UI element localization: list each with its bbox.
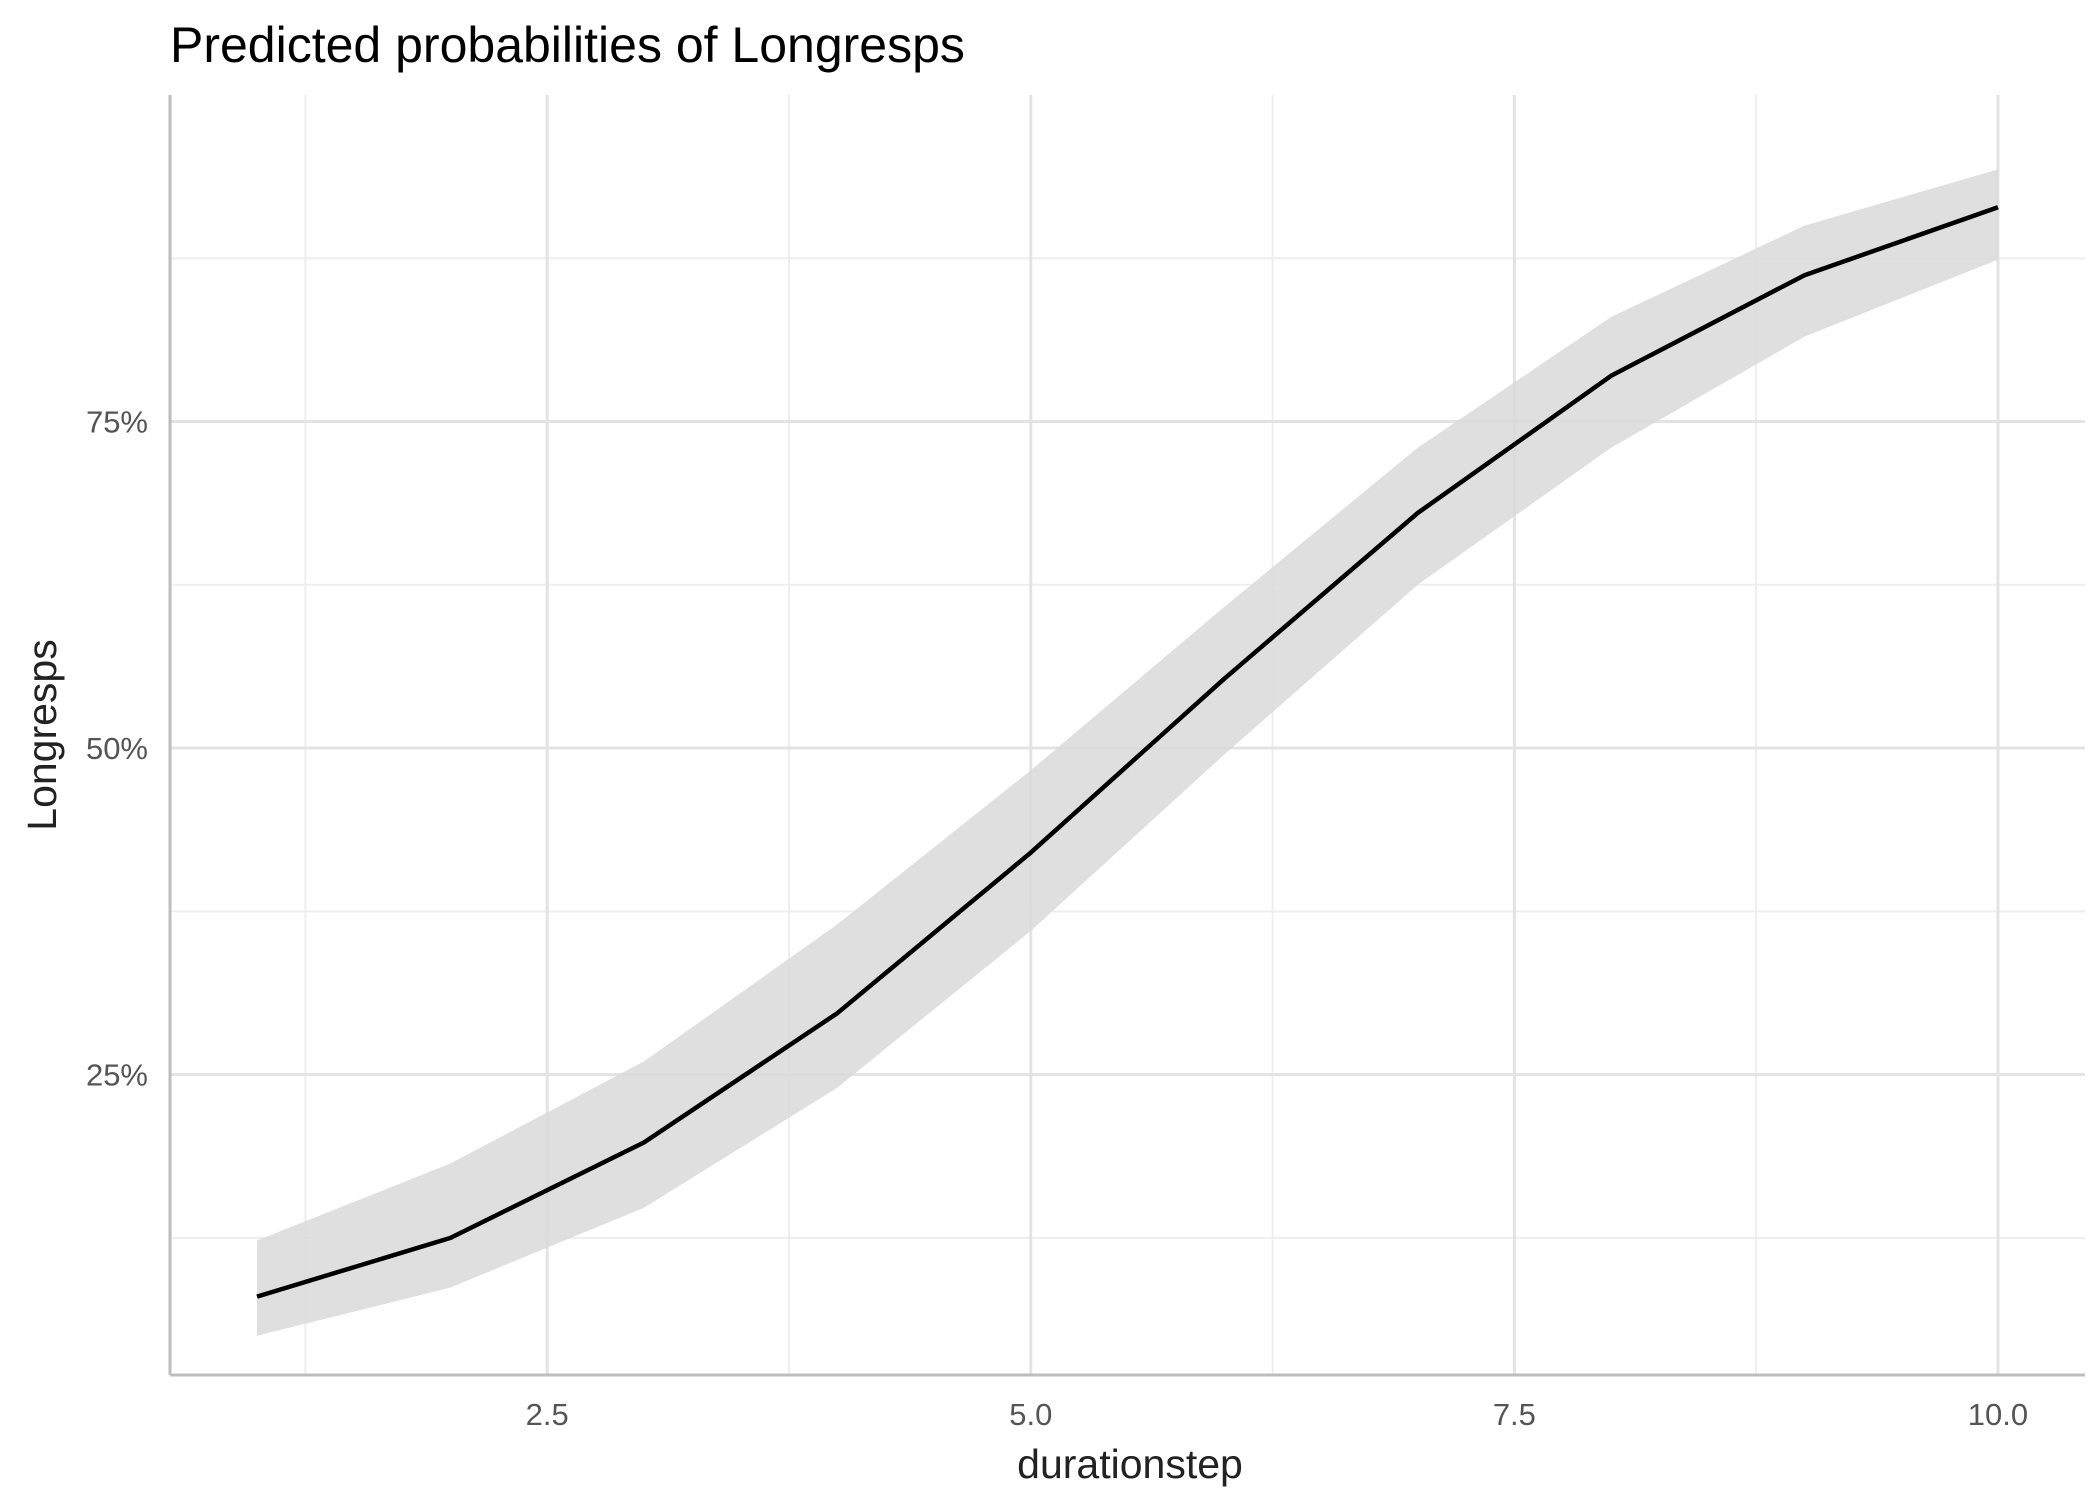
x-tick-label: 2.5 xyxy=(526,1397,569,1432)
y-axis-title: Longresps xyxy=(19,639,65,830)
x-tick-label: 7.5 xyxy=(1493,1397,1536,1432)
y-tick-label: 75% xyxy=(86,405,148,440)
x-tick-label: 5.0 xyxy=(1009,1397,1052,1432)
x-tick-labels: 2.5 5.0 7.5 10.0 xyxy=(526,1397,2028,1432)
confidence-band xyxy=(257,169,1998,1336)
y-tick-label: 25% xyxy=(86,1058,148,1093)
x-tick-label: 10.0 xyxy=(1968,1397,2028,1432)
series-line xyxy=(256,205,1999,1299)
y-tick-labels: 25% 50% 75% xyxy=(86,405,148,1093)
chart-title: Predicted probabilities of Longresps xyxy=(170,17,965,73)
x-axis-title: durationstep xyxy=(1017,1441,1243,1487)
y-tick-label: 50% xyxy=(86,731,148,766)
